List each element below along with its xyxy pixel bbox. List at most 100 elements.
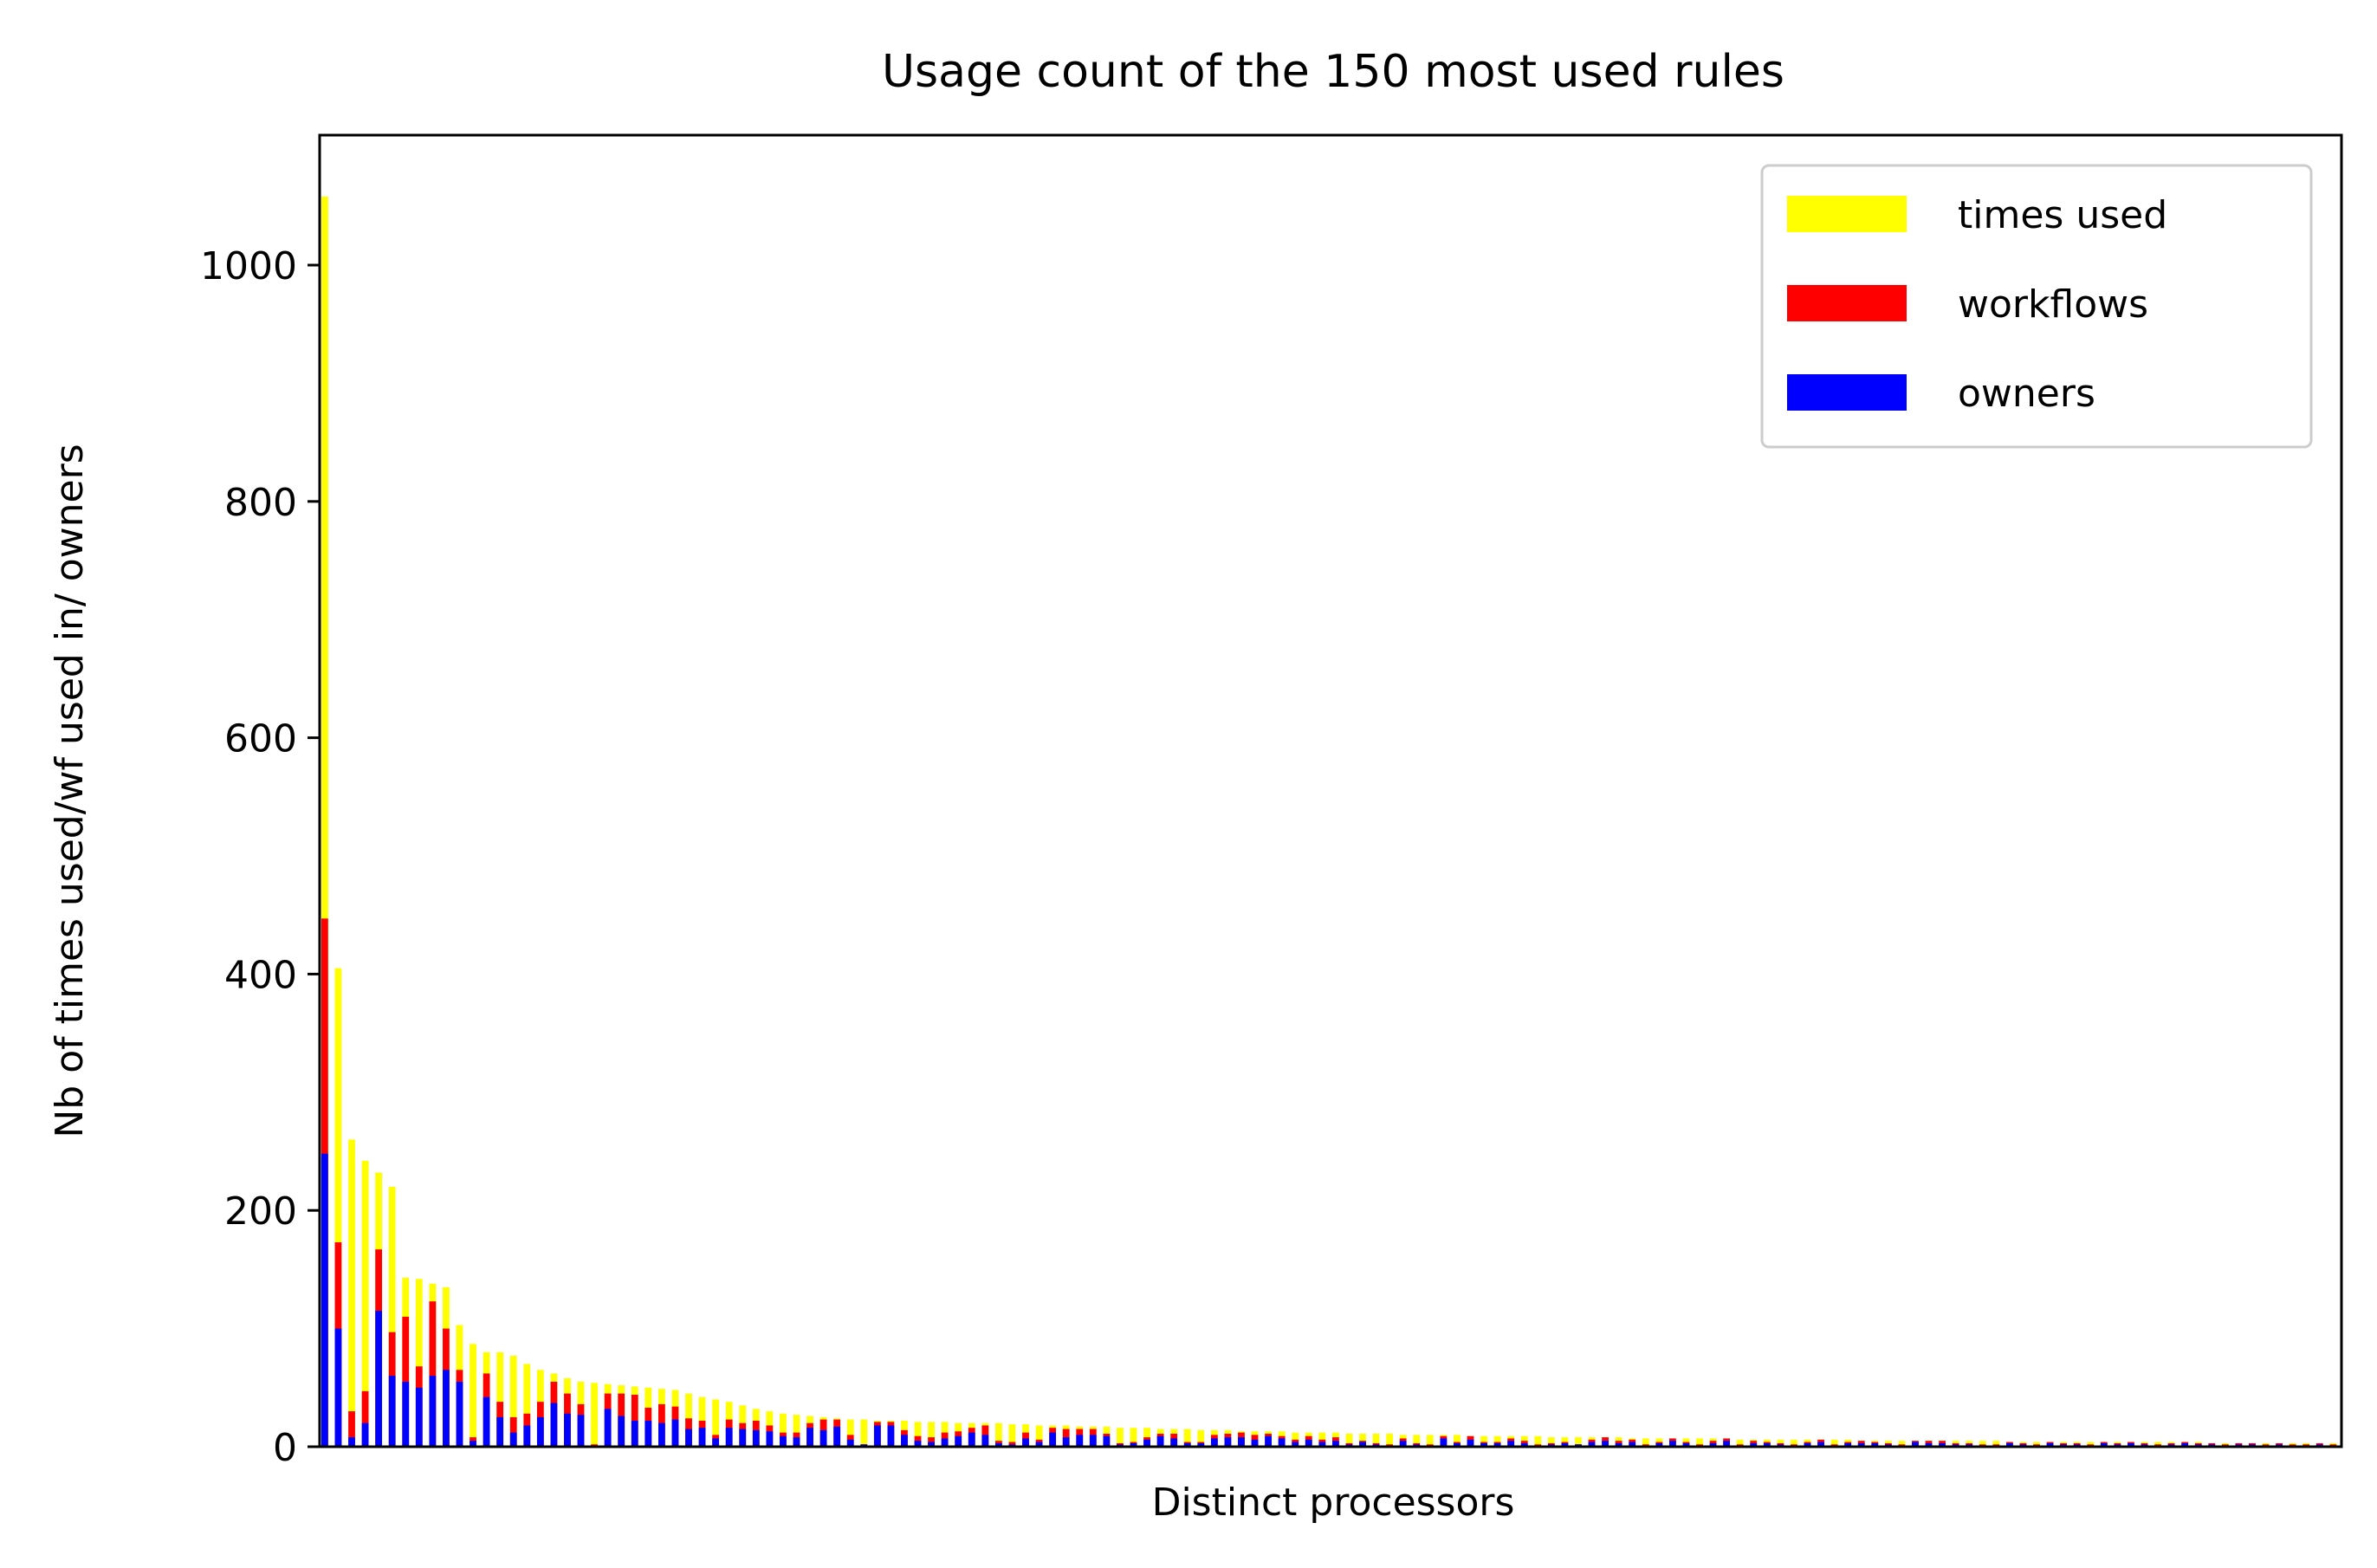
bar-owners-25 [644, 1420, 652, 1447]
bar-owners-81 [1399, 1441, 1407, 1447]
bar-owners-59 [1103, 1435, 1111, 1447]
bar-owners-2 [334, 1328, 342, 1447]
bar-owners-32 [739, 1429, 747, 1447]
bar-times-used-3 [348, 1139, 355, 1447]
bar-owners-62 [1143, 1439, 1150, 1447]
bar-owners-108 [1763, 1442, 1771, 1447]
bar-owners-61 [1130, 1442, 1137, 1447]
legend-label-times-used: times used [1958, 193, 2167, 237]
bar-times-used-2 [334, 968, 342, 1447]
bar-times-used-6 [388, 1186, 396, 1447]
bar-owners-1 [321, 1153, 328, 1447]
bar-owners-116 [1871, 1442, 1879, 1447]
bar-owners-114 [1844, 1442, 1852, 1447]
bar-owners-28 [685, 1429, 692, 1447]
bar-owners-49 [968, 1432, 975, 1447]
bar-owners-14 [496, 1416, 504, 1447]
bar-owners-104 [1709, 1442, 1717, 1447]
plot-frame [318, 133, 2343, 1448]
bar-owners-67 [1210, 1438, 1218, 1447]
bar-owners-65 [1183, 1442, 1191, 1447]
bar-times-used-118 [1898, 1441, 1906, 1447]
bar-owners-78 [1359, 1442, 1366, 1447]
bar-owners-101 [1669, 1441, 1676, 1447]
bar-owners-71 [1265, 1435, 1272, 1447]
bar-owners-40 [846, 1439, 854, 1447]
bar-times-used-79 [1372, 1434, 1380, 1447]
bar-times-used-66 [1197, 1429, 1205, 1447]
bar-workflows-4 [361, 1390, 369, 1447]
bar-times-used-92 [1547, 1437, 1555, 1447]
bar-owners-98 [1629, 1442, 1636, 1447]
bar-owners-4 [361, 1422, 369, 1447]
bar-owners-63 [1156, 1435, 1164, 1447]
bar-owners-10 [443, 1370, 450, 1447]
bar-owners-115 [1857, 1442, 1865, 1447]
legend-swatch-owners [1787, 374, 1907, 411]
bar-times-used-124 [1979, 1441, 1986, 1447]
bar-owners-135 [2128, 1442, 2134, 1447]
bar-owners-7 [402, 1381, 410, 1447]
legend-swatch-times-used [1787, 196, 1907, 232]
bar-times-used-52 [1008, 1424, 1016, 1447]
bar-times-used-8 [415, 1279, 423, 1447]
bar-owners-5 [375, 1311, 383, 1447]
bar-owners-29 [698, 1428, 706, 1447]
bar-times-used-46 [928, 1422, 935, 1447]
bar-owners-100 [1655, 1442, 1663, 1447]
bar-owners-120 [1925, 1442, 1933, 1447]
bar-owners-102 [1682, 1442, 1690, 1447]
bar-owners-24 [631, 1420, 638, 1447]
bar-times-used-21 [591, 1383, 598, 1447]
bar-workflows-15 [509, 1416, 517, 1447]
bar-owners-34 [766, 1431, 774, 1447]
bar-times-used-110 [1791, 1439, 1797, 1447]
bar-owners-27 [671, 1419, 679, 1447]
bar-times-used-14 [496, 1351, 504, 1447]
bar-times-used-109 [1777, 1439, 1784, 1447]
bar-owners-15 [509, 1432, 517, 1447]
bar-times-used-94 [1575, 1437, 1582, 1447]
bar-owners-12 [470, 1441, 476, 1447]
bar-owners-58 [1089, 1435, 1097, 1447]
bar-owners-133 [2100, 1442, 2108, 1447]
bar-owners-51 [995, 1442, 1002, 1447]
bar-owners-3 [348, 1437, 355, 1447]
bar-owners-95 [1588, 1442, 1596, 1447]
x-axis-label: Distinct processors [1152, 1481, 1515, 1525]
bar-times-used-40 [846, 1419, 854, 1447]
chart-title: Usage count of the 150 most used rules [882, 46, 1784, 98]
bar-times-used-65 [1183, 1429, 1191, 1447]
bar-times-used-4 [361, 1160, 369, 1447]
bar-owners-57 [1076, 1435, 1084, 1447]
bar-owners-119 [1912, 1442, 1919, 1447]
bar-times-used-60 [1117, 1428, 1124, 1447]
bar-times-used-80 [1386, 1434, 1394, 1447]
bar-owners-86 [1467, 1439, 1474, 1447]
bar-owners-121 [1939, 1442, 1946, 1447]
bar-times-used-99 [1642, 1438, 1649, 1447]
bar-owners-33 [752, 1429, 760, 1447]
bar-owners-9 [429, 1376, 437, 1447]
bar-owners-87 [1480, 1442, 1487, 1447]
bar-owners-55 [1049, 1432, 1057, 1447]
bar-owners-70 [1251, 1439, 1259, 1447]
bar-workflows-3 [348, 1411, 355, 1447]
bar-times-used-54 [1035, 1425, 1043, 1447]
bar-owners-69 [1238, 1437, 1245, 1447]
bar-owners-17 [536, 1416, 544, 1447]
bar-times-used-30 [712, 1399, 720, 1447]
bar-owners-39 [833, 1426, 841, 1447]
y-tick-label-200: 200 [224, 1189, 297, 1234]
bar-owners-72 [1278, 1438, 1286, 1447]
bar-owners-75 [1318, 1442, 1326, 1447]
bar-owners-23 [618, 1416, 625, 1447]
bar-times-used-35 [780, 1413, 787, 1447]
bar-owners-11 [456, 1381, 463, 1447]
bar-owners-18 [550, 1403, 558, 1447]
bar-owners-35 [780, 1435, 787, 1447]
bar-owners-66 [1197, 1442, 1205, 1447]
y-tick-label-1000: 1000 [200, 244, 297, 288]
bar-times-used-125 [1992, 1441, 2000, 1447]
